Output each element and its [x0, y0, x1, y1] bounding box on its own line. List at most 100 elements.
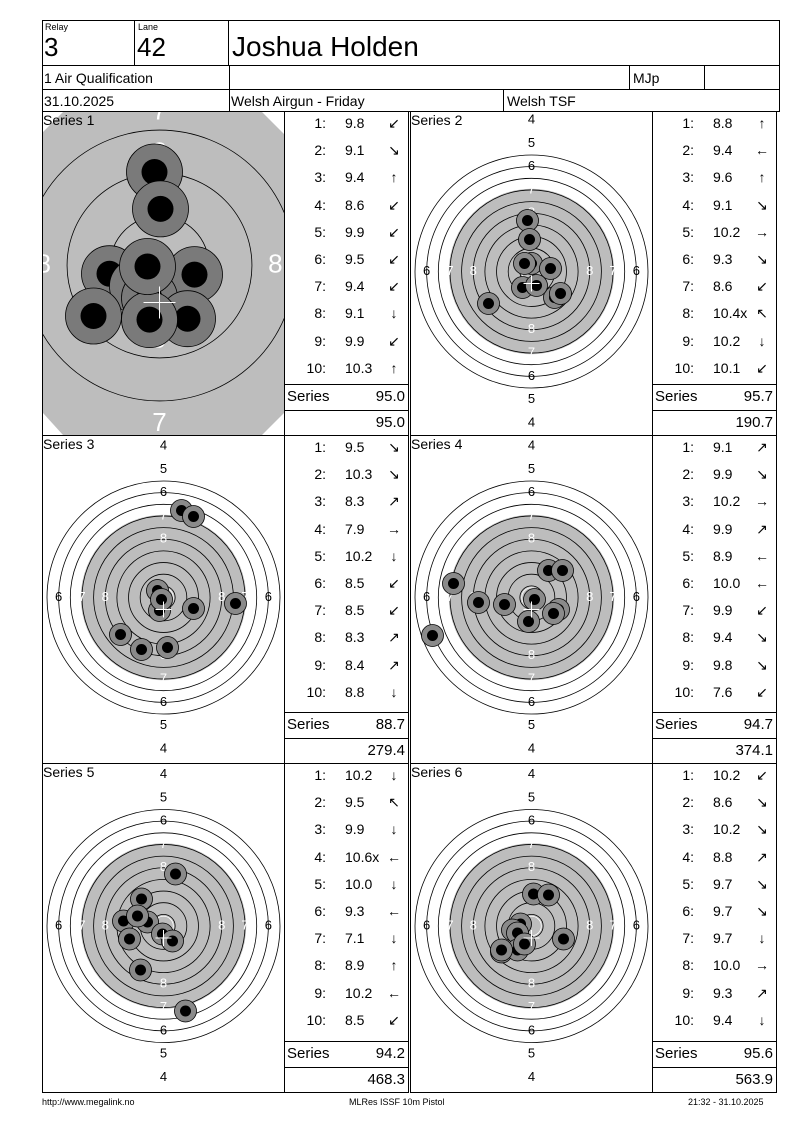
ring-number: 8 — [160, 859, 167, 874]
ring-4 — [81, 844, 246, 1008]
divider — [285, 712, 408, 713]
shot-number: 6: — [314, 251, 326, 267]
shot-direction-arrow: ↙ — [388, 115, 400, 131]
shot-value: 8.4 — [345, 656, 365, 673]
ring-3 — [69, 832, 258, 1020]
ring-number: 6 — [160, 694, 167, 709]
series-total: 88.7 — [375, 716, 405, 733]
ring-number: 7 — [609, 263, 616, 278]
header-row-3 — [42, 90, 780, 112]
ring-1 — [46, 809, 281, 1043]
shot-center — [519, 938, 530, 950]
shot-center — [180, 1005, 191, 1017]
ring-number: 8 — [160, 976, 167, 991]
shot-value: 10.2 — [345, 547, 373, 564]
shot-direction-arrow: ↗ — [388, 629, 400, 646]
shot-number: 6: — [314, 903, 326, 919]
shot-direction-arrow: ↙ — [388, 278, 400, 295]
shot-value: 8.3 — [345, 629, 365, 646]
shot-center — [473, 597, 484, 608]
shot-number: 4: — [314, 848, 326, 865]
ring-5 — [93, 855, 234, 997]
shot-number: 1: — [682, 115, 694, 131]
shot-value: 10.0 — [345, 875, 373, 892]
shot-number: 2: — [682, 142, 694, 159]
footer-url[interactable]: http://www.megalink.no — [42, 1097, 135, 1107]
ring-number: 8 — [528, 859, 535, 874]
series-total-label: Series — [655, 1045, 698, 1062]
series-total-label: Series — [287, 1045, 330, 1062]
ring-8 — [43, 129, 284, 402]
shot-number: 4: — [682, 848, 694, 865]
shot-number: 4: — [314, 196, 326, 213]
shot-direction-arrow: ↙ — [756, 767, 768, 783]
ring-number: 4 — [160, 1069, 167, 1084]
ring-number: 7 — [528, 670, 535, 685]
shot-value: 7.9 — [345, 520, 365, 537]
series-total-label: Series — [655, 388, 698, 405]
shot-direction-arrow: ↘ — [756, 794, 768, 811]
shot-direction-arrow: ↘ — [756, 656, 768, 673]
divider — [285, 1067, 408, 1068]
shot-number: 7: — [682, 930, 694, 947]
shot-number: 7: — [314, 602, 326, 619]
shot-center — [80, 303, 107, 329]
shot-number: 1: — [682, 439, 694, 455]
ring-number: 7 — [160, 670, 167, 685]
shot-direction-arrow: ↑ — [758, 115, 766, 131]
ring-number: 5 — [528, 789, 535, 804]
shot-list: 1: 8.8 ↑ 2: 9.4 ← 3: 9.6 ↑ 4: 9.1 ↘ 5: 10.2 → 6: 9.3 ↘ 7: 8… — [652, 112, 777, 436]
shot-number: 8: — [314, 629, 326, 646]
shot-value: 9.9 — [713, 466, 733, 483]
ring-number: 7 — [160, 999, 167, 1014]
target-image: 888779 — [43, 112, 284, 435]
shot-direction-arrow: ↗ — [756, 984, 768, 1001]
shot-number: 6: — [682, 903, 694, 919]
ring-number: 7 — [78, 917, 85, 932]
divider — [653, 712, 776, 713]
shot-number: 4: — [682, 520, 694, 537]
ring-number: 4 — [528, 437, 535, 452]
ring-6 — [472, 867, 591, 985]
shot-number: 8: — [314, 305, 326, 322]
shot-number: 9: — [682, 656, 694, 673]
shot-number: 3: — [682, 821, 694, 838]
ring-number: 6 — [265, 917, 272, 932]
shot-number: 2: — [314, 794, 326, 811]
ring-number: 6 — [160, 484, 167, 499]
shot-value: 9.3 — [713, 251, 733, 267]
date: 31.10.2025 — [44, 93, 115, 109]
ring-number: 4 — [528, 766, 535, 781]
shot-direction-arrow: ↖ — [756, 305, 768, 322]
shot-direction-arrow: ↗ — [756, 439, 768, 455]
ring-number: 4 — [528, 1069, 535, 1084]
shot-center — [141, 159, 168, 185]
ring-number: 7 — [160, 836, 167, 851]
shot-direction-arrow: ↘ — [756, 821, 768, 838]
shot-center — [496, 944, 507, 956]
ring-3 — [437, 177, 626, 366]
ring-number: 4 — [160, 740, 167, 755]
shot-center — [156, 594, 167, 605]
ring-number: 6 — [528, 813, 535, 828]
shot-number: 1: — [314, 115, 326, 131]
shot-center — [167, 935, 178, 947]
shot-center — [188, 511, 199, 522]
target-panel: 445555666677778888Series 5 — [42, 764, 285, 1093]
shot-value: 9.7 — [713, 930, 733, 947]
shot-direction-arrow: ↙ — [388, 196, 400, 213]
shot-value: 9.5 — [345, 251, 365, 267]
shot-value: 10.2 — [345, 984, 373, 1001]
series-title: Series 2 — [411, 112, 463, 128]
shot-value: 10.3 — [345, 466, 373, 483]
ring-number: 6 — [423, 263, 430, 278]
ring-number: 6 — [528, 368, 535, 383]
series-total: 94.7 — [743, 716, 773, 733]
shot-value: 9.4 — [713, 629, 733, 646]
shot-list: 1: 9.8 ↙ 2: 9.1 ↘ 3: 9.4 ↑ 4: 8.6 ↙ 5: 9.9 ↙ 6: 9.5 ↙ 7: 9.… — [284, 112, 409, 436]
shot-direction-arrow: ↙ — [756, 359, 768, 376]
target-panel: 445555666677778888Series 6 — [410, 764, 653, 1093]
shot-number: 3: — [314, 821, 326, 838]
shot-direction-arrow: ↙ — [388, 332, 400, 349]
ring-3 — [437, 832, 626, 1020]
